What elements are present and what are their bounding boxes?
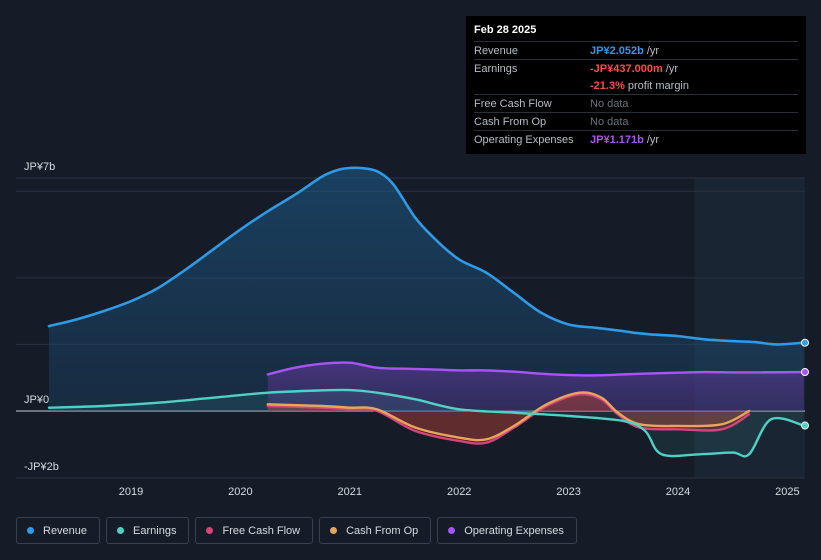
tooltip-value-opex: JP¥1.171b [590, 133, 644, 146]
end-marker-revenue [801, 338, 809, 347]
legend-label-earnings: Earnings [133, 524, 177, 537]
y-axis-label-top: JP¥7b [24, 161, 55, 173]
area-earnings [48, 389, 804, 457]
tooltip-value-revenue: JP¥2.052b [590, 44, 644, 57]
chart-area: JP¥7b JP¥0 -JP¥2b 2019 2020 2021 2022 2023 20… [16, 161, 809, 498]
tooltip-unit-opex: /yr [646, 133, 660, 146]
series-end-markers [801, 338, 809, 430]
series-lines [47, 166, 806, 458]
tooltip-label-opex: Operating Expenses [474, 133, 574, 146]
tooltip-value-fcf: No data [590, 97, 629, 110]
line-earnings [47, 388, 806, 458]
area-revenue [48, 167, 804, 411]
tooltip-row-fcf: Free Cash Flow No data [474, 94, 798, 112]
tooltip-label-earnings: Earnings [474, 62, 518, 75]
tooltip-unit-earnings: /yr [665, 62, 679, 75]
tooltip-value-margin: -21.3% [590, 79, 625, 92]
tooltip-label-revenue: Revenue [474, 44, 519, 57]
tooltip-row-margin: -21.3% profit margin [474, 77, 798, 94]
tooltip-value-earnings: -JP¥437.000m [590, 62, 663, 75]
tooltip-value-cfo: No data [590, 115, 629, 128]
x-tick-2023: 2023 [556, 486, 580, 498]
tooltip-label-cfo: Cash From Op [474, 115, 547, 128]
legend-label-free-cash-flow: Free Cash Flow [222, 524, 301, 537]
x-tick-2020: 2020 [228, 486, 252, 498]
data-tooltip: Feb 28 2025 Revenue JP¥2.052b /yr Earnin… [466, 16, 806, 154]
line-free-cash-flow [266, 392, 751, 445]
tooltip-row-earnings: Earnings -JP¥437.000m /yr [474, 59, 798, 77]
line-cash-from-op [266, 391, 751, 442]
tooltip-unit-revenue: /yr [646, 44, 660, 57]
x-tick-2022: 2022 [447, 486, 471, 498]
x-tick-2021: 2021 [338, 486, 362, 498]
x-tick-2025: 2025 [775, 486, 799, 498]
legend-label-cash-from-op: Cash From Op [346, 524, 419, 537]
legend-item-cash-from-op[interactable]: Cash From Op [319, 517, 432, 544]
tooltip-date: Feb 28 2025 [474, 24, 537, 36]
y-axis-label-zero: JP¥0 [24, 394, 49, 406]
tooltip-row-revenue: Revenue JP¥2.052b /yr [474, 41, 798, 59]
tooltip-unit-margin: profit margin [627, 79, 689, 92]
area-free-cash-flow [267, 394, 750, 444]
tooltip-row-cfo: Cash From Op No data [474, 112, 798, 130]
legend-dot-free-cash-flow [206, 527, 214, 534]
x-axis-ticks: 2019 2020 2021 2022 2023 2024 2025 [119, 486, 800, 498]
legend-dot-revenue [27, 527, 34, 534]
end-marker-operating-expenses [801, 368, 809, 377]
legend-item-operating-expenses[interactable]: Operating Expenses [437, 517, 577, 544]
legend-label-revenue: Revenue [43, 524, 88, 537]
line-operating-expenses [266, 361, 806, 377]
area-operating-expenses [267, 362, 804, 411]
series-areas [48, 167, 804, 457]
x-tick-2024: 2024 [666, 486, 690, 498]
end-marker-earnings [801, 421, 809, 430]
forecast-highlight-band [694, 178, 805, 478]
legend-item-free-cash-flow[interactable]: Free Cash Flow [195, 517, 314, 544]
legend-item-revenue[interactable]: Revenue [16, 517, 101, 544]
legend-dot-cash-from-op [330, 527, 338, 534]
tooltip-row-opex: Operating Expenses JP¥1.171b /yr [474, 130, 798, 148]
tooltip-label-fcf: Free Cash Flow [474, 97, 552, 110]
legend-dot-operating-expenses [448, 527, 456, 534]
legend-dot-earnings [117, 527, 125, 534]
chart-legend: Revenue Earnings Free Cash Flow Cash Fro… [16, 517, 577, 546]
legend-item-earnings[interactable]: Earnings [106, 517, 190, 544]
area-cash-from-op [267, 392, 750, 441]
line-revenue [47, 166, 806, 346]
y-axis-label-bottom: -JP¥2b [24, 461, 59, 473]
x-tick-2019: 2019 [119, 486, 143, 498]
legend-label-operating-expenses: Operating Expenses [464, 524, 564, 537]
